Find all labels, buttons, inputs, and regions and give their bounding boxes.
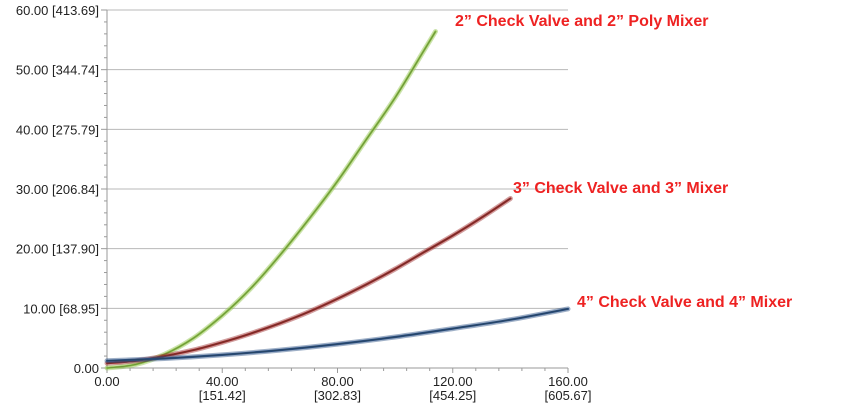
x-tick-sublabel: [302.83] — [314, 388, 361, 403]
y-tick-label: 0.00 — [74, 361, 99, 376]
x-tick-label: 80.00 — [321, 374, 354, 389]
x-tick-label: 0.00 — [94, 374, 119, 389]
y-tick-label: 10.00 [68.95] — [23, 301, 99, 316]
series-2in-poly-mixer-label: 2” Check Valve and 2” Poly Mixer — [455, 13, 708, 30]
series-labels: 2” Check Valve and 2” Poly Mixer 3” Check… — [455, 13, 792, 311]
y-tick-label: 50.00 [344.74] — [16, 63, 99, 78]
y-tick-labels: 0.00 10.00 [68.95] 20.00 [137.90] 30.00 [20… — [16, 3, 99, 376]
series-4in-mixer-core — [106, 308, 569, 362]
x-tick-label: 160.00 — [548, 374, 588, 389]
x-tick-sublabel: [605.67] — [545, 388, 592, 403]
x-tick-label: 120.00 — [433, 374, 473, 389]
x-tick-sublabel: [454.25] — [429, 388, 476, 403]
series-lines — [104, 29, 571, 371]
minor-ticks — [101, 9, 569, 373]
series-3in-mixer-line — [105, 197, 512, 365]
y-tick-label: 30.00 [206.84] — [16, 182, 99, 197]
x-tick-label: 40.00 — [206, 374, 239, 389]
y-tick-label: 20.00 [137.90] — [16, 242, 99, 257]
series-2in-poly-mixer-line — [105, 30, 437, 370]
y-tick-label: 40.00 [275.79] — [16, 122, 99, 137]
y-tick-label: 60.00 [413.69] — [16, 3, 99, 18]
x-tick-sublabel: [151.42] — [199, 388, 246, 403]
series-2in-poly-mixer-halo — [104, 29, 438, 371]
series-3in-mixer-core — [106, 198, 511, 364]
series-4in-mixer-label: 4” Check Valve and 4” Mixer — [577, 294, 792, 311]
series-2in-poly-mixer-core — [106, 31, 436, 369]
x-tick-labels: 0.00 40.00[151.42] 80.00[302.83] 120.00[454… — [94, 374, 591, 403]
series-3in-mixer-label: 3” Check Valve and 3” Mixer — [513, 180, 728, 197]
series-4in-mixer-line — [105, 307, 570, 362]
grid-lines — [107, 9, 568, 309]
